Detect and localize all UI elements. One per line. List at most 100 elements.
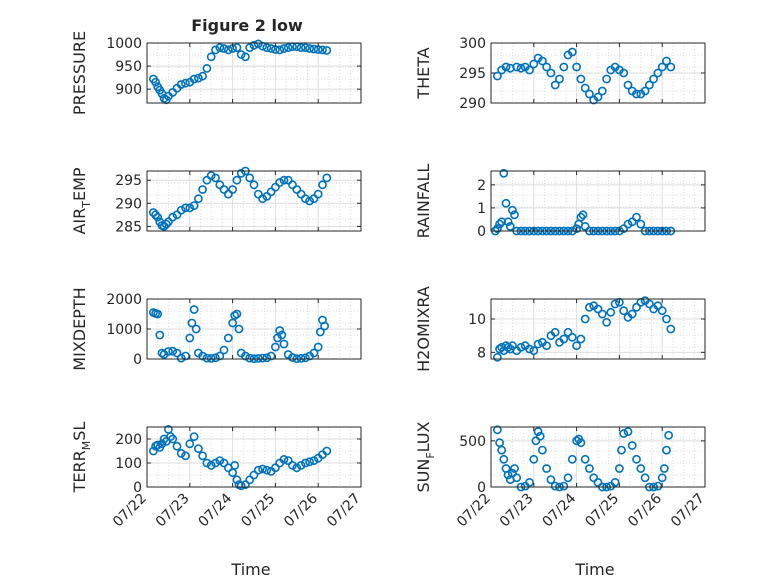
data-point: [529, 59, 539, 69]
data-point: [253, 189, 263, 199]
data-point: [503, 470, 513, 480]
data-point: [580, 83, 590, 93]
data-point: [550, 481, 560, 491]
data-point: [232, 175, 242, 185]
data-point: [148, 208, 158, 217]
data-point: [563, 327, 573, 337]
y-tick-label: 290: [115, 196, 142, 212]
data-point: [492, 425, 502, 435]
data-point: [597, 86, 607, 96]
data-point: [258, 353, 267, 363]
data-point: [228, 318, 237, 328]
data-point: [202, 458, 212, 468]
x-tick-label: 07/23: [497, 491, 537, 531]
x-tick-label: 07/27: [324, 491, 364, 531]
data-point: [576, 334, 586, 344]
data-point: [168, 346, 178, 356]
data-point: [198, 71, 207, 81]
data-point: [640, 86, 650, 96]
data-point: [189, 305, 199, 314]
data-point: [542, 464, 551, 473]
data-point: [279, 44, 289, 53]
data-point: [266, 187, 276, 197]
data-point: [657, 473, 667, 483]
data-point: [262, 43, 272, 52]
y-axis-label: TERRMSL: [70, 422, 93, 494]
axes-box: [146, 42, 362, 104]
data-point: [176, 205, 186, 215]
data-point: [215, 351, 225, 361]
data-point: [636, 464, 646, 473]
y-tick-label: 0: [133, 480, 142, 496]
x-tick-label: 07/22: [110, 491, 150, 531]
data-point: [619, 306, 629, 316]
data-point: [623, 80, 633, 90]
data-point: [636, 219, 646, 229]
x-tick-label: 07/24: [540, 490, 580, 530]
data-point: [266, 44, 276, 53]
data-point: [585, 89, 594, 99]
y-tick-label: 1: [477, 201, 486, 217]
data-point: [640, 473, 650, 483]
data-point: [151, 77, 160, 87]
data-point: [157, 439, 167, 449]
y-axis-label: H2OMIXRA: [414, 286, 433, 372]
data-point: [508, 205, 517, 215]
data-point: [206, 171, 216, 180]
data-point: [206, 353, 216, 363]
data-point: [662, 445, 671, 455]
data-point: [645, 80, 654, 90]
y-axis-label: THETA: [414, 47, 433, 99]
data-point: [193, 444, 203, 453]
data-point: [597, 309, 607, 319]
data-point: [240, 52, 250, 62]
figure-title: Figure 2 low: [191, 16, 303, 35]
data-point: [185, 203, 195, 213]
data-point: [168, 434, 178, 444]
data-point: [664, 430, 673, 440]
data-point: [602, 74, 611, 84]
data-point: [153, 440, 163, 450]
data-point: [623, 427, 633, 436]
data-point: [245, 43, 255, 52]
data-point: [151, 210, 160, 220]
data-point: [572, 341, 581, 351]
data-point: [253, 39, 263, 49]
data-point: [666, 62, 676, 72]
data-point: [153, 212, 163, 222]
data-point: [572, 224, 581, 234]
data-point: [495, 219, 504, 229]
x-axis-label-right: Time: [574, 560, 614, 579]
data-point: [318, 180, 327, 190]
data-point: [619, 429, 629, 438]
y-axis-label: MIXDEPTH: [70, 287, 89, 370]
data-point: [322, 446, 332, 456]
data-point: [232, 475, 242, 485]
data-point: [193, 73, 203, 83]
subplot-mixdepth: 0 1000 2000 MIXDEPTH: [70, 287, 362, 371]
y-tick-label: 0: [477, 224, 486, 240]
data-point: [176, 448, 186, 458]
data-point: [535, 431, 545, 441]
data-point: [185, 333, 195, 343]
data-point: [236, 481, 246, 491]
data-point: [270, 463, 280, 473]
data-point: [593, 477, 603, 487]
data-point: [615, 464, 624, 473]
y-tick-label: 295: [459, 66, 486, 82]
data-point: [283, 456, 293, 465]
data-point: [305, 44, 314, 53]
data-point: [275, 178, 285, 187]
data-point: [206, 52, 216, 62]
data-point: [232, 309, 242, 319]
data-point: [219, 185, 229, 194]
data-point: [270, 182, 280, 192]
data-point: [148, 446, 158, 456]
data-point: [305, 457, 314, 467]
axes-box: [490, 426, 706, 488]
data-point: [176, 353, 186, 363]
data-point: [215, 43, 225, 52]
data-point: [283, 43, 293, 52]
y-tick-label: 200: [115, 432, 142, 448]
